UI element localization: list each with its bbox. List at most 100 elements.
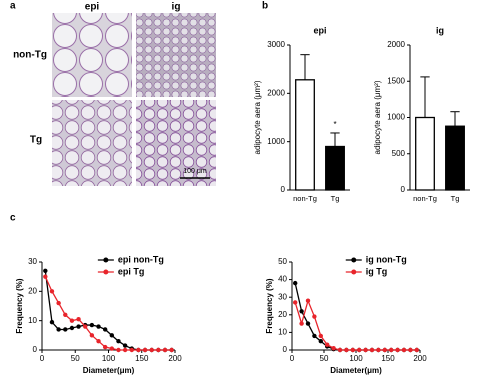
point [129, 347, 134, 353]
point [102, 327, 108, 332]
y-tick-label: 1500 [387, 76, 405, 85]
y-tick-label: 1000 [387, 113, 405, 122]
legend-label: ig non-Tg [366, 254, 407, 264]
point [395, 347, 400, 353]
y-tick-label: 2000 [267, 88, 285, 97]
x-axis-label: Diameter(μm) [83, 366, 135, 375]
y-axis-label: adipocyte aera (μm²) [373, 80, 382, 154]
point [363, 347, 368, 353]
point [337, 347, 343, 353]
panel-label: a [10, 1, 16, 12]
legend-label: ig Tg [366, 266, 388, 276]
point [376, 347, 381, 353]
point [43, 268, 48, 273]
bar [325, 145, 345, 191]
x-tick-label: 200 [168, 354, 182, 363]
series-line [44, 270, 172, 351]
point [331, 346, 336, 351]
point [89, 333, 95, 338]
scale-bar-label: 100 μm [183, 168, 207, 175]
x-axis-label: Diameter(μm) [330, 366, 382, 375]
point [56, 327, 61, 332]
point [414, 347, 419, 353]
bar [295, 79, 315, 191]
bar [445, 125, 465, 191]
bar [415, 116, 435, 191]
point [299, 321, 304, 326]
y-tick-label: 10 [28, 316, 37, 325]
point [318, 339, 323, 344]
x-tick-label: 0 [40, 354, 45, 363]
point [156, 347, 161, 353]
point [122, 347, 128, 353]
point [63, 327, 68, 332]
point [325, 342, 330, 347]
point [96, 324, 101, 329]
point [357, 347, 362, 353]
x-tick-label: 50 [320, 354, 329, 363]
point [293, 280, 298, 286]
point [350, 347, 355, 353]
x-tick-label: Tg [451, 194, 460, 203]
point [102, 344, 108, 350]
point [162, 347, 168, 353]
point [369, 347, 375, 353]
point [293, 300, 298, 305]
histology-image [136, 13, 216, 97]
point [63, 312, 68, 317]
point [89, 322, 95, 328]
column-label: ig [172, 2, 181, 13]
y-tick-label: 10 [278, 328, 287, 337]
panel-label: b [262, 1, 268, 12]
chart-title: ig [436, 25, 444, 35]
y-axis-label: Frequency (%) [15, 278, 24, 333]
point [116, 347, 121, 353]
y-tick-label: 20 [278, 310, 287, 319]
x-tick-label: 150 [135, 354, 149, 363]
x-tick-label: non-Tg [413, 194, 437, 203]
legend-marker [351, 269, 357, 275]
point [56, 300, 61, 306]
y-axis-label: Frequency (%) [265, 278, 274, 333]
x-tick-label: 50 [71, 354, 80, 363]
chart-title: epi [313, 25, 326, 35]
point [76, 324, 81, 329]
series-line [294, 298, 417, 351]
y-tick-label: 50 [278, 257, 287, 266]
point [312, 333, 317, 339]
y-tick-label: 20 [28, 286, 37, 295]
point [96, 339, 101, 344]
legend-label: epi non-Tg [118, 254, 164, 264]
histology-image [52, 100, 132, 186]
point [389, 347, 394, 353]
x-tick-label: non-Tg [293, 194, 317, 203]
point [305, 298, 311, 303]
y-tick-label: 500 [392, 149, 406, 158]
y-tick-label: 2000 [387, 40, 405, 49]
point [43, 274, 48, 279]
point [318, 333, 323, 339]
row-label: non-Tg [13, 50, 47, 61]
y-tick-label: 0 [33, 345, 38, 354]
legend-label: epi Tg [118, 266, 145, 276]
point [49, 289, 55, 294]
point [76, 317, 81, 322]
point [344, 347, 349, 353]
point [149, 347, 154, 353]
y-tick-label: 30 [28, 257, 37, 266]
point [169, 347, 174, 353]
point [109, 333, 115, 338]
point [299, 309, 304, 314]
legend-marker [351, 257, 357, 263]
point [116, 339, 121, 344]
y-tick-label: 30 [278, 292, 287, 301]
x-tick-label: 150 [381, 354, 395, 363]
histology-image [52, 13, 132, 97]
point [142, 347, 148, 353]
x-tick-label: 0 [290, 354, 295, 363]
point [305, 321, 311, 326]
point [109, 346, 115, 351]
x-tick-label: 100 [349, 354, 363, 363]
y-tick-label: 40 [278, 275, 287, 284]
point [136, 347, 141, 353]
